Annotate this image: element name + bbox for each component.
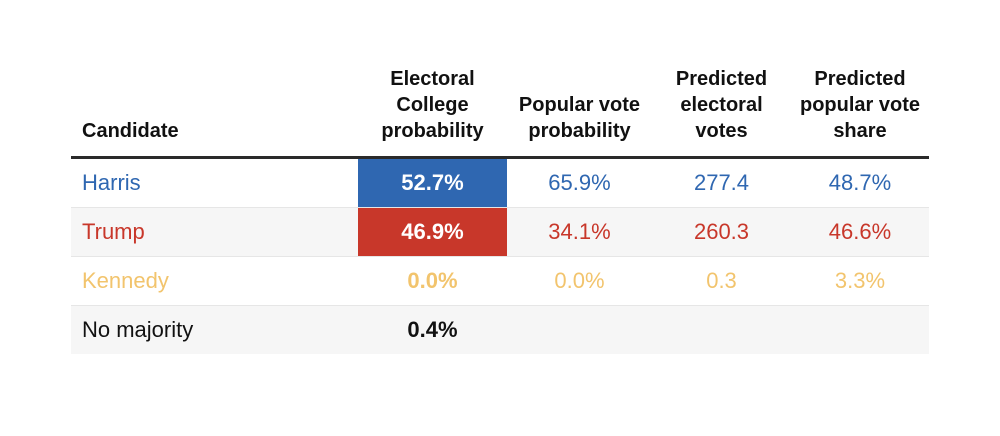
table-row-harris: Harris 52.7% 65.9% 277.4 48.7% — [71, 157, 929, 208]
column-header-popular-vote-probability: Popular vote probability — [507, 40, 652, 159]
popular-vote-probability-cell — [507, 305, 652, 354]
header-row: Candidate Electoral College probability … — [71, 40, 929, 159]
popular-vote-probability-cell: 65.9% — [507, 157, 652, 208]
electoral-college-probability-cell: 0.4% — [358, 305, 507, 354]
candidate-name: No majority — [71, 305, 358, 354]
predicted-electoral-votes-cell: 260.3 — [652, 207, 791, 257]
electoral-college-probability-cell: 46.9% — [358, 207, 507, 257]
column-header-candidate: Candidate — [71, 40, 358, 159]
electoral-college-probability-cell: 0.0% — [358, 256, 507, 306]
predicted-electoral-votes-cell — [652, 305, 791, 354]
predicted-popular-vote-share-cell: 48.7% — [791, 157, 929, 208]
popular-vote-probability-cell: 34.1% — [507, 207, 652, 257]
table-row-no-majority: No majority 0.4% — [71, 305, 929, 354]
forecast-table-container: Candidate Electoral College probability … — [71, 40, 929, 354]
predicted-popular-vote-share-cell — [791, 305, 929, 354]
column-header-electoral-college-probability: Electoral College probability — [358, 40, 507, 159]
electoral-college-probability-cell: 52.7% — [358, 157, 507, 208]
forecast-table: Candidate Electoral College probability … — [71, 40, 929, 354]
column-header-predicted-popular-vote-share: Predicted popular vote share — [791, 40, 929, 159]
table-row-kennedy: Kennedy 0.0% 0.0% 0.3 3.3% — [71, 256, 929, 306]
candidate-name: Kennedy — [71, 256, 358, 306]
predicted-popular-vote-share-cell: 3.3% — [791, 256, 929, 306]
candidate-name: Harris — [71, 157, 358, 208]
popular-vote-probability-cell: 0.0% — [507, 256, 652, 306]
candidate-name: Trump — [71, 207, 358, 257]
predicted-popular-vote-share-cell: 46.6% — [791, 207, 929, 257]
column-header-predicted-electoral-votes: Predicted electoral votes — [652, 40, 791, 159]
predicted-electoral-votes-cell: 0.3 — [652, 256, 791, 306]
table-row-trump: Trump 46.9% 34.1% 260.3 46.6% — [71, 207, 929, 257]
predicted-electoral-votes-cell: 277.4 — [652, 157, 791, 208]
